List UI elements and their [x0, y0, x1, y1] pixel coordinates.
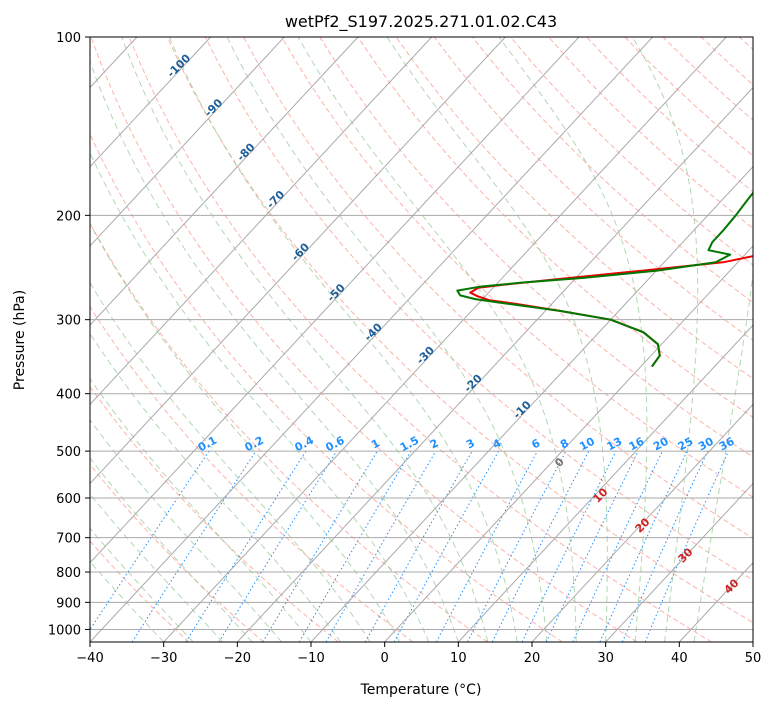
isotherm-line [90, 37, 212, 168]
mixing-ratio-line [521, 450, 617, 642]
x-tick-label: 30 [597, 651, 614, 666]
mixing-ratio-line [393, 450, 500, 642]
chart-title: wetPf2_S197.2025.271.01.02.C43 [285, 12, 557, 32]
mixing-ratio-label: 16 [627, 435, 647, 454]
dry-adiabat-line [471, 37, 753, 304]
dry-adiabat-line [90, 463, 264, 642]
moist-adiabat-line [90, 60, 459, 642]
moist-adiabat-line [498, 37, 648, 642]
mixing-ratio-line [131, 450, 257, 642]
isotherm-line [90, 37, 359, 326]
y-tick-label: 600 [56, 492, 81, 507]
series-lines [456, 191, 753, 368]
isotherm-line [531, 403, 753, 642]
temperature-profile-line [469, 255, 753, 368]
moist-adiabat-line [90, 332, 341, 642]
mixing-ratio-line [364, 450, 473, 642]
moist-adiabat-line [226, 37, 548, 642]
dry-adiabat-line [204, 37, 753, 581]
x-tick-label: 20 [524, 651, 541, 666]
moist-adiabat-line [693, 270, 753, 642]
moist-adiabat-line [90, 222, 400, 642]
dry-adiabat-line [128, 37, 712, 642]
mixing-ratio-line [90, 450, 210, 631]
plot-frame [89, 36, 754, 643]
mixing-ratio-label: 10 [577, 435, 597, 454]
mixing-ratio-label: 30 [696, 435, 716, 454]
isotherm-line [90, 37, 580, 564]
mixing-ratio-line [185, 450, 307, 642]
isotherm-line [90, 37, 285, 247]
y-tick-label: 900 [56, 596, 81, 611]
dewpoint-profile-line [456, 191, 753, 368]
moist-adiabat-line [90, 151, 430, 642]
y-tick-label: 1000 [48, 623, 81, 638]
x-tick-label: 50 [745, 651, 762, 666]
y-tick-label: 800 [56, 566, 81, 581]
x-tick-label: 0 [381, 651, 389, 666]
mixing-ratio-line [218, 450, 338, 642]
mixing-ratio-label: 25 [676, 435, 696, 454]
x-tick-label: −10 [297, 651, 324, 666]
x-tick-label: −30 [150, 651, 177, 666]
x-tick-label: −40 [76, 651, 103, 666]
x-tick-label: 40 [671, 651, 688, 666]
y-tick-label: 700 [56, 532, 81, 547]
dry-adiabat-line [357, 37, 753, 418]
x-tick-label: 10 [450, 651, 467, 666]
background-lines [90, 37, 753, 642]
isotherm-line [457, 324, 753, 642]
isotherm-line [605, 482, 753, 642]
dry-adiabat-line [243, 37, 753, 539]
moist-adiabat-line [386, 37, 608, 642]
mixing-ratio-line [435, 450, 538, 642]
dry-adiabat-line [90, 132, 563, 642]
dry-adiabat-line [281, 37, 753, 498]
grid-lines [90, 37, 753, 642]
y-tick-label: 400 [56, 388, 81, 403]
x-axis: −40 −30 −20 −10 0 10 20 30 40 50 [76, 642, 761, 666]
mixing-ratio-label: 13 [605, 435, 625, 454]
dry-adiabat-line [166, 37, 753, 624]
mixing-ratio-label: 36 [717, 435, 737, 454]
isotherm-line [384, 245, 753, 642]
y-tick-label: 200 [56, 209, 81, 224]
isotherm-line [163, 37, 727, 642]
y-axis-label: Pressure (hPa) [12, 290, 28, 390]
isotherm-line [236, 86, 753, 642]
y-axis: 1000 900 800 700 600 500 400 300 200 100 [48, 31, 90, 638]
dry-adiabat-line [433, 37, 753, 341]
moist-adiabat-line [121, 37, 489, 642]
moist-adiabat-line [90, 281, 371, 642]
isotherm-line [90, 37, 506, 485]
isotherm-line [90, 37, 654, 642]
isotherm-line [310, 165, 753, 642]
dry-adiabat-line [90, 540, 190, 642]
mixing-ratio-line [621, 450, 709, 642]
moist-adiabat-line [168, 37, 518, 642]
moist-adiabat-line [631, 37, 699, 642]
x-axis-label: Temperature (°C) [360, 682, 482, 698]
isotherm-line [90, 37, 433, 406]
y-tick-label: 100 [56, 31, 81, 46]
mixing-ratio-label: 20 [651, 435, 671, 454]
y-tick-label: 300 [56, 314, 81, 329]
x-tick-label: −20 [224, 651, 251, 666]
dry-adiabat-line [90, 222, 488, 642]
moist-adiabat-line [297, 37, 577, 642]
y-tick-label: 500 [56, 445, 81, 460]
dry-adiabat-line [90, 37, 638, 642]
mixing-ratio-line [491, 450, 590, 642]
